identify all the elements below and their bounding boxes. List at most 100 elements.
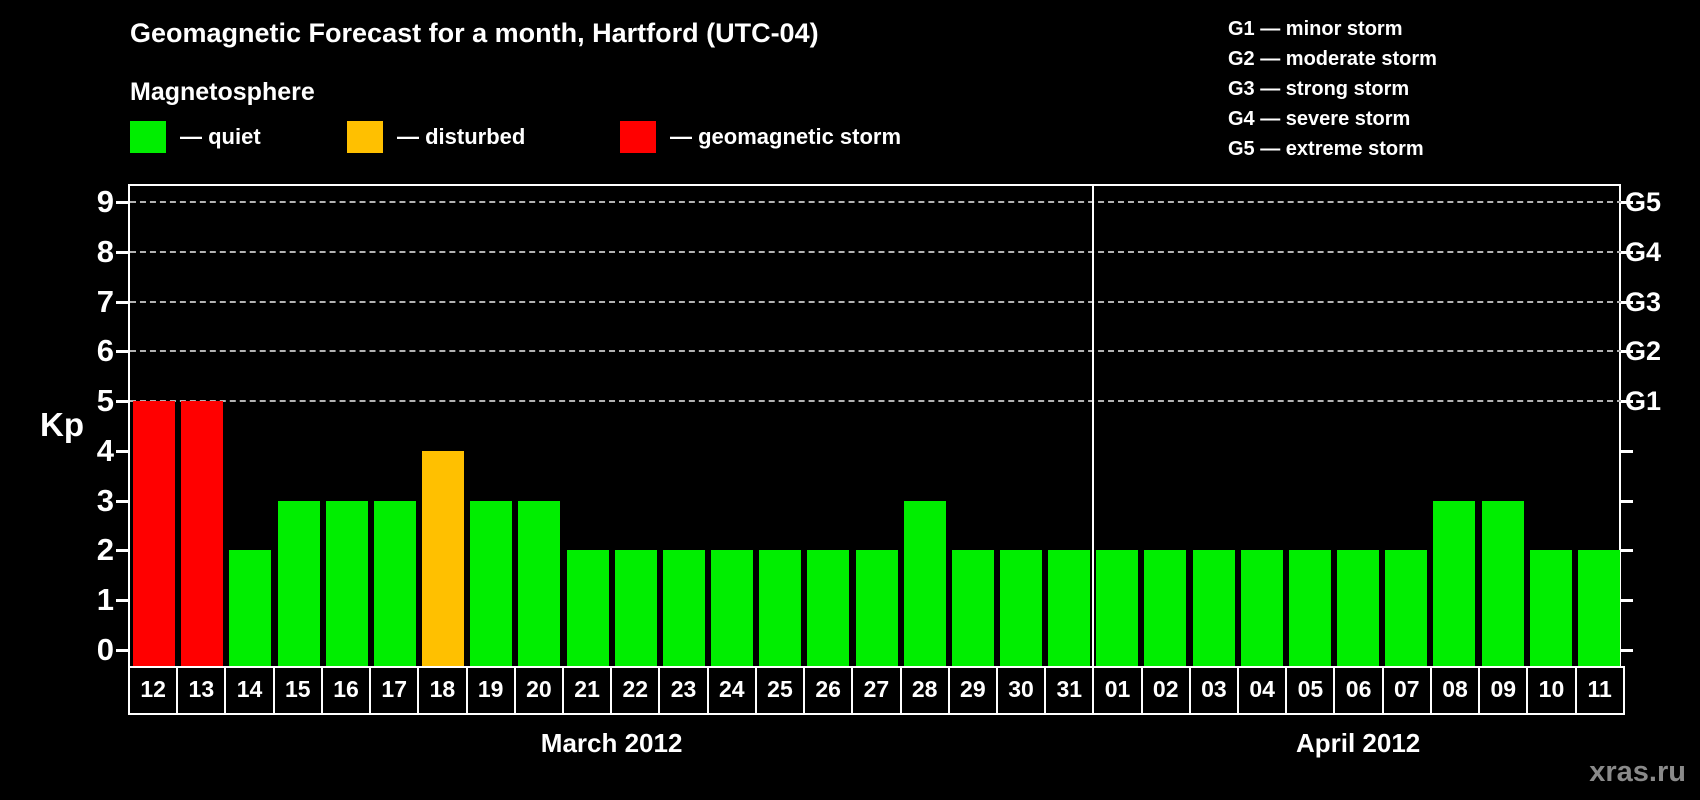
legend-label-disturbed: — disturbed [397, 124, 526, 149]
date-cell-22: 22 [610, 666, 661, 715]
legend-item-disturbed: — disturbed [347, 120, 525, 154]
date-cell-19: 19 [465, 666, 516, 715]
y-tick-right-1 [1621, 599, 1633, 603]
bar-day-12 [133, 401, 176, 670]
legend-label-quiet: — quiet [180, 124, 261, 149]
date-cell-25: 25 [754, 666, 806, 715]
y-tick-label-1: 1 [96, 582, 114, 618]
y-tick-label-8: 8 [96, 233, 114, 269]
date-cell-29: 29 [947, 666, 998, 715]
bar-day-28 [903, 500, 946, 670]
month-label-march: March 2012 [540, 728, 683, 758]
bar-day-15 [277, 500, 320, 670]
y-tick-label-7: 7 [96, 283, 114, 319]
bar-day-08 [1433, 500, 1476, 670]
g-label-g3: G3 [1625, 286, 1662, 317]
date-cell-04: 04 [1237, 666, 1288, 715]
gridline-kp5 [130, 400, 1623, 403]
y-tick-label-5: 5 [96, 383, 114, 419]
bar-day-10 [1529, 550, 1572, 670]
bar-day-22 [614, 550, 657, 670]
y-tick-label-4: 4 [96, 432, 114, 468]
date-cell-06: 06 [1333, 666, 1384, 715]
bar-day-20 [518, 500, 561, 670]
date-cell-14: 14 [224, 666, 275, 715]
y-tick-left-4 [116, 449, 128, 453]
g-legend-g4: G4 — severe storm [1228, 108, 1411, 130]
date-cell-09: 09 [1478, 666, 1529, 715]
legend-label-storm: — geomagnetic storm [670, 124, 902, 149]
y-tick-right-0 [1621, 649, 1633, 652]
bar-day-24 [711, 550, 754, 670]
date-cell-16: 16 [320, 666, 372, 715]
bar-day-13 [181, 401, 224, 670]
bar-day-05 [1288, 550, 1331, 670]
g-label-g1: G1 [1625, 386, 1662, 417]
quiet-color-swatch [130, 121, 166, 153]
g-legend-g2: G2 — moderate storm [1228, 48, 1437, 70]
bar-day-02 [1144, 550, 1187, 670]
g-legend-g3: G3 — strong storm [1228, 78, 1410, 100]
bar-day-01 [1096, 550, 1139, 670]
g-label-g5: G5 [1625, 187, 1662, 217]
y-tick-label-9: 9 [96, 184, 114, 219]
y-tick-right-4 [1621, 449, 1633, 453]
date-cell-11: 11 [1574, 666, 1625, 715]
y-tick-label-2: 2 [96, 532, 114, 568]
y-tick-right-8 [1621, 250, 1633, 254]
date-cell-02: 02 [1140, 666, 1191, 715]
gridline-kp8 [130, 250, 1623, 253]
month-label-april: April 2012 [1295, 728, 1421, 758]
date-cell-01: 01 [1092, 666, 1143, 715]
bar-day-06 [1337, 550, 1380, 670]
y-tick-left-7 [116, 300, 128, 304]
y-tick-left-8 [116, 250, 128, 254]
legend-item-storm: — geomagnetic storm [620, 120, 901, 154]
date-cell-07: 07 [1381, 666, 1432, 715]
bar-day-25 [759, 550, 802, 670]
y-tick-right-7 [1621, 300, 1633, 304]
bar-day-11 [1577, 550, 1620, 670]
bar-day-16 [325, 500, 368, 670]
bar-day-14 [229, 550, 272, 670]
date-cell-10: 10 [1526, 666, 1577, 715]
date-cell-21: 21 [561, 666, 613, 715]
date-cell-30: 30 [995, 666, 1047, 715]
date-cell-03: 03 [1188, 666, 1240, 715]
bar-day-21 [566, 550, 609, 670]
date-cell-13: 13 [176, 666, 227, 715]
magnetosphere-label: Magnetosphere [130, 78, 315, 106]
date-cell-27: 27 [851, 666, 902, 715]
bar-day-29 [951, 550, 994, 670]
y-tick-right-9 [1621, 201, 1633, 204]
date-cell-20: 20 [513, 666, 564, 715]
bar-day-27 [855, 550, 898, 670]
y-tick-left-6 [116, 350, 128, 354]
g-legend-g1: G1 — minor storm [1228, 18, 1403, 40]
y-tick-left-1 [116, 599, 128, 603]
month-divider-line [1092, 186, 1095, 666]
bar-day-30 [999, 550, 1042, 670]
plot-area: 0 1 2 3 4 5 6 7 8 9 G1 G2 G3 G4 G5 [97, 184, 1661, 670]
date-cell-05: 05 [1285, 666, 1336, 715]
date-cell-15: 15 [272, 666, 323, 715]
y-axis-title: Kp [40, 406, 84, 443]
legend-item-quiet: — quiet [130, 120, 261, 154]
g-label-g2: G2 [1625, 336, 1662, 367]
y-tick-label-0: 0 [96, 632, 114, 667]
watermark: xras.ru [1589, 756, 1686, 788]
date-cell-23: 23 [658, 666, 709, 715]
x-axis-date-row: 12 13 14 15 16 17 18 19 20 21 22 23 24 25 26 27 28 29 30 31… [128, 666, 1625, 715]
bar-day-19 [470, 500, 513, 670]
bar-day-18 [422, 450, 465, 670]
bar-day-23 [662, 550, 705, 670]
disturbed-color-swatch [347, 121, 383, 153]
g-label-g4: G4 [1625, 236, 1662, 267]
y-tick-right-5 [1621, 400, 1633, 404]
y-tick-left-3 [116, 499, 128, 503]
date-cell-17: 17 [369, 666, 420, 715]
bar-day-09 [1481, 500, 1524, 670]
bar-day-17 [373, 500, 416, 670]
bar-day-07 [1385, 550, 1428, 670]
